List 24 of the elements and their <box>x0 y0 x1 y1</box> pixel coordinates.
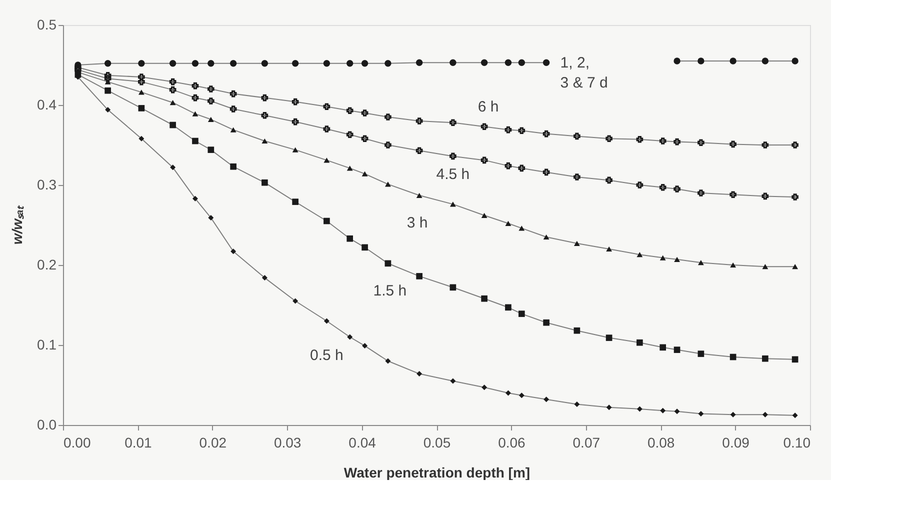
y-tick-label: 0.4 <box>37 96 57 112</box>
series-label: 0.5 h <box>310 347 344 364</box>
y-axis-title: w/wₛₐₜ <box>9 204 26 245</box>
x-tick-label: 0.06 <box>498 434 526 450</box>
x-tick-label: 0.04 <box>348 434 376 450</box>
x-tick-label: 0.00 <box>64 434 91 450</box>
x-tick-label: 0.08 <box>647 434 675 450</box>
series-label: 6 h <box>478 98 499 116</box>
x-tick-label: 0.09 <box>722 434 750 450</box>
series-label: 3 h <box>406 214 428 232</box>
series-label: 4.5 h <box>436 166 470 184</box>
y-tick-label: 0.3 <box>37 176 57 192</box>
x-tick-label: 0.05 <box>423 434 451 450</box>
y-tick-label: 0.0 <box>37 416 57 432</box>
y-tick-label: 0.1 <box>37 336 57 352</box>
series-label: 1.5 h <box>373 282 407 300</box>
y-tick-label: 0.2 <box>37 256 57 272</box>
x-tick-label: 0.01 <box>124 434 152 450</box>
x-tick-label: 0.03 <box>274 434 302 450</box>
series-label: 1, 2, 3 & 7 d <box>560 54 608 92</box>
y-tick-label: 0.5 <box>37 16 57 32</box>
x-tick-label: 0.07 <box>572 434 600 450</box>
x-tick-label: 0.02 <box>199 434 227 450</box>
x-tick-label: 0.10 <box>783 434 811 450</box>
